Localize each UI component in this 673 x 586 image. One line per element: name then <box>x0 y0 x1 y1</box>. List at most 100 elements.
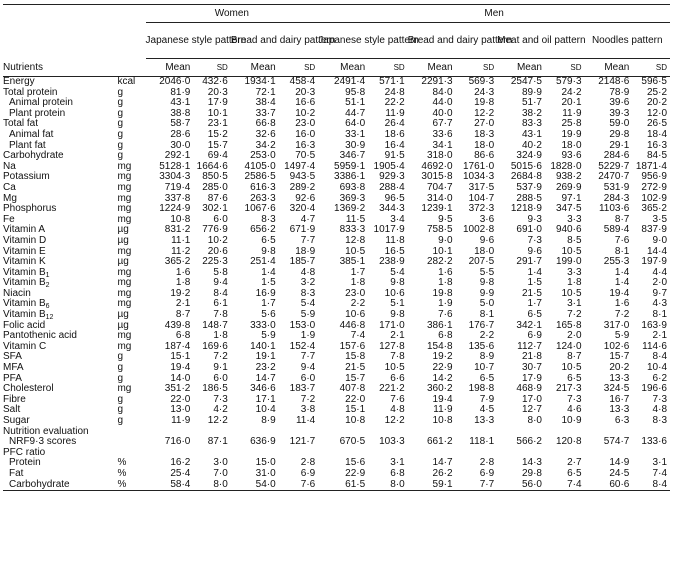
sd-cell: 186·5 <box>202 383 228 395</box>
sd-cell: 4·3 <box>652 298 667 310</box>
sd-cell: 18·0 <box>474 245 495 257</box>
unit-cell: mg <box>117 245 132 257</box>
sd-cell: 11·4 <box>295 415 316 426</box>
sd-cell: 3·5 <box>652 213 667 225</box>
mean-cell: 369·3 <box>339 192 366 204</box>
sd-cell: 15·7 <box>207 139 228 151</box>
mean-cell: 2·1 <box>175 298 191 310</box>
sd-cell: 196·6 <box>641 383 667 395</box>
mean-cell: 17·0 <box>521 393 542 405</box>
unit-cell: mg <box>117 171 132 183</box>
sd-cell: 269·9 <box>555 181 582 193</box>
mean-cell: 333·0 <box>250 319 276 331</box>
sd-cell: 24·2 <box>561 86 582 98</box>
nutrient-label: PFA <box>3 372 22 384</box>
mean-cell: 14·9 <box>609 457 630 469</box>
unit-cell: mg <box>117 330 132 342</box>
sd-cell: 272·9 <box>641 181 667 193</box>
mean-cell: 13·3 <box>609 404 630 416</box>
sd-cell: 8·9 <box>479 351 495 363</box>
mean-cell: 11·2 <box>171 245 191 257</box>
mean-cell: 6·5 <box>527 309 542 321</box>
pattern-header-row: Japanese style pattern Bread and dairy p… <box>3 22 670 59</box>
sd-cell: 9·8 <box>390 277 405 289</box>
sd-cell: 4·8 <box>300 266 316 278</box>
sd-cell: 20·1 <box>561 97 582 109</box>
mean-cell: 284·6 <box>603 150 630 162</box>
mean-cell: 656·2 <box>250 224 276 236</box>
mean-cell: 14·7 <box>255 372 276 384</box>
sd-cell: 171·0 <box>379 319 405 331</box>
mean-cell: 6·8 <box>175 330 191 342</box>
mean-cell: 23·0 <box>345 287 366 299</box>
mean-cell: 19·4 <box>432 393 453 405</box>
sd-cell: 6·5 <box>567 372 582 384</box>
mean-cell: 3304·3 <box>159 171 191 183</box>
sd-cell: 347·5 <box>555 203 582 215</box>
sd-cell: 10·5 <box>561 287 582 299</box>
mean-cell: 1·7 <box>527 298 542 310</box>
mean-cell: 716·0 <box>164 436 191 448</box>
sd-cell: 207·5 <box>468 256 495 268</box>
sd-cell: 4·7 <box>300 213 316 225</box>
mean-cell: 2470·7 <box>598 171 630 183</box>
mean-cell: 78·9 <box>609 86 630 98</box>
mean-cell: 7·6 <box>614 234 630 246</box>
sd-cell: 3·4 <box>390 213 405 225</box>
sd-cell: 8·1 <box>652 309 667 321</box>
nutrient-label: SFA <box>3 351 22 363</box>
sd-cell: 5·4 <box>390 266 405 278</box>
sd-cell: 17·9 <box>207 97 228 109</box>
nutrient-label: Fe <box>3 213 15 225</box>
men-meat-header: Meat and oil pattern <box>497 22 586 59</box>
sd-cell: 10·4 <box>646 362 667 374</box>
unit-cell: mg <box>117 277 132 289</box>
table-row: Vitamin D µg 11·1 10·2 6·5 7·7 12·8 11·8 9·0 9·6 7… <box>3 234 670 247</box>
sd-cell: 1·8 <box>567 277 582 289</box>
mean-cell: 29·1 <box>609 139 630 151</box>
sd-cell: 20·3 <box>295 86 316 98</box>
table-row: Carbohydrate% 58·4 8·0 54·0 7·6 61·5 8·0 59·1 7·… <box>3 479 670 492</box>
sd-cell: 120·8 <box>555 436 582 448</box>
mean-cell: 28·6 <box>170 128 191 140</box>
sd-cell: 9·8 <box>479 277 495 289</box>
mean-cell: 10·1 <box>432 245 453 257</box>
sd-cell: 221·2 <box>379 383 405 395</box>
mean-header: Mean <box>145 58 194 77</box>
sd-cell: 153·0 <box>289 319 316 331</box>
sd-cell: 938·2 <box>555 171 582 183</box>
table-body: Energy kcal 2046·0 432·6 1934·1 458·4 2491·4 57… <box>3 76 670 492</box>
table-row: Fe mg 10·8 6·0 8·3 4·7 11·5 3·4 9·5 3·6 9·3 3·3 8·7 3… <box>3 213 670 226</box>
mean-cell: 5959·1 <box>334 160 366 172</box>
table-row: Animal protein g 43·1 17·9 38·4 16·6 51·1 22·2 4… <box>3 97 670 109</box>
mean-cell: 2547·5 <box>510 76 542 87</box>
mean-cell: 14·3 <box>521 457 542 469</box>
unit-cell: µg <box>117 224 129 236</box>
sd-cell: 97·1 <box>561 192 582 204</box>
mean-cell: 29·8 <box>521 467 542 479</box>
mean-cell: 38·2 <box>521 107 542 119</box>
table-row: Vitamin E mg 11·2 20·6 9·8 18·9 10·5 16·5 10·1 18… <box>3 245 670 258</box>
mean-cell: 54·0 <box>230 479 279 492</box>
sd-cell: 152·4 <box>289 340 316 352</box>
table-row: Pantothenic acid mg 6·8 1·8 5·9 1·9 7·4 2·1 6·8 2… <box>3 330 670 342</box>
mean-cell: 1·4 <box>614 277 630 289</box>
mean-cell: 693·8 <box>339 181 366 193</box>
mean-header: Mean <box>584 58 633 77</box>
nutrient-label: Vitamin A <box>3 224 46 236</box>
sd-cell: 2·1 <box>652 330 667 342</box>
unit-cell: g <box>117 415 123 426</box>
sd-cell: 26·4 <box>384 118 405 130</box>
sd-cell: 320·4 <box>289 203 316 215</box>
nutrient-label: Vitamin K <box>3 256 46 268</box>
mean-cell: 30·9 <box>345 139 366 151</box>
unit-cell: µg <box>117 319 129 331</box>
mean-cell: 1·5 <box>261 277 276 289</box>
mean-cell: 14·0 <box>170 372 191 384</box>
unit-cell: g <box>117 128 123 140</box>
sd-cell: 9·7 <box>652 287 667 299</box>
mean-cell: 60·6 <box>584 479 633 492</box>
mean-cell: 831·2 <box>164 224 191 236</box>
mean-cell: 72·1 <box>255 86 276 98</box>
sd-cell: 10·2 <box>207 234 228 246</box>
